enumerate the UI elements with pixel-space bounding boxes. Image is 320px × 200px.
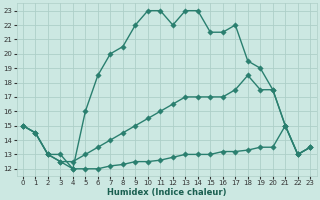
X-axis label: Humidex (Indice chaleur): Humidex (Indice chaleur): [107, 188, 226, 197]
